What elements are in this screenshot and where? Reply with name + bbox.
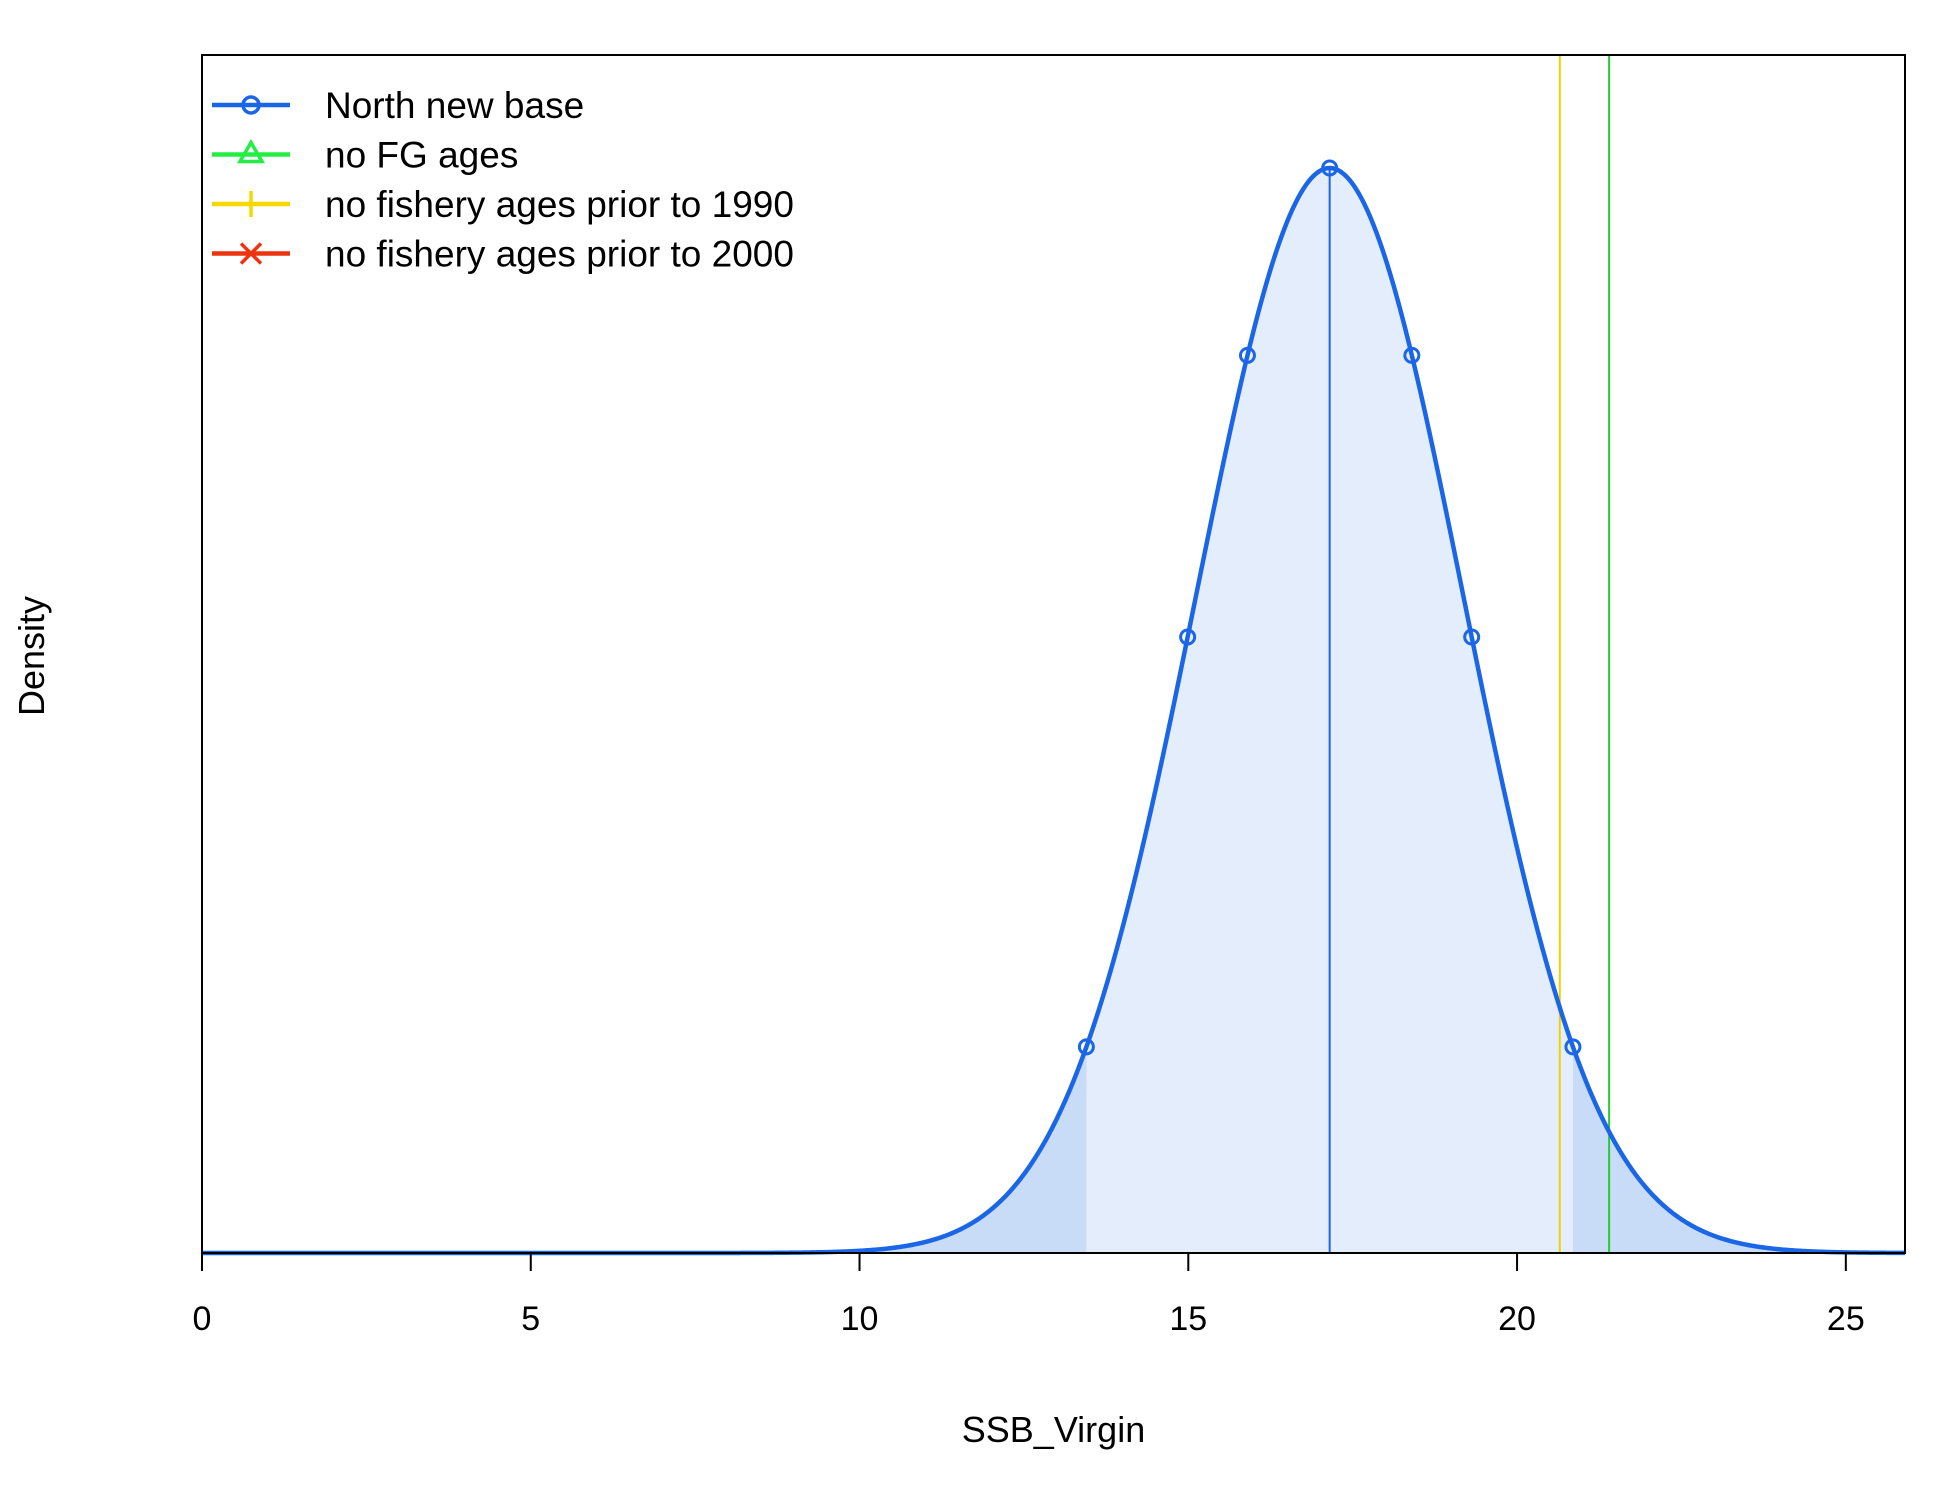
- x-axis-title: SSB_Virgin: [962, 1409, 1145, 1450]
- legend-label: no fishery ages prior to 1990: [325, 184, 794, 225]
- density-tail-fill: [202, 168, 1905, 1253]
- legend-label: no FG ages: [325, 135, 518, 176]
- density-marker: [1238, 346, 1256, 364]
- point-estimate-lines: [1328, 55, 1611, 1253]
- density-full-fill: [202, 168, 1905, 1253]
- density-marker: [1077, 1038, 1095, 1056]
- x-tick-label: 15: [1169, 1300, 1207, 1338]
- legend-item: no fishery ages prior to 1990: [212, 184, 794, 225]
- density-marker: [1179, 628, 1197, 646]
- density-curve-group: [202, 165, 1905, 1256]
- x-tick-label: 20: [1498, 1300, 1536, 1338]
- legend-item: North new base: [212, 85, 584, 126]
- density-marker: [1463, 628, 1481, 646]
- legend-item: no FG ages: [212, 135, 518, 176]
- x-tick-label: 5: [521, 1300, 540, 1338]
- x-tick-label: 25: [1827, 1300, 1865, 1338]
- legend-cross-icon: [239, 242, 263, 265]
- legend-circle-icon: [241, 95, 261, 115]
- density-markers: [1077, 159, 1582, 1056]
- density-curve: [202, 165, 1905, 1256]
- density-marker: [1403, 346, 1421, 364]
- legend-label: no fishery ages prior to 2000: [325, 234, 794, 275]
- legend-label: North new base: [325, 85, 584, 126]
- x-axis: 0 5 10 15 20 25: [193, 1252, 1865, 1338]
- legend-triangle-icon: [236, 139, 266, 164]
- y-axis-title: Density: [11, 596, 52, 716]
- legend: North new base no FG ages no fishery ages …: [212, 85, 794, 275]
- legend-item: no fishery ages prior to 2000: [212, 234, 794, 275]
- density-marker: [1321, 159, 1339, 177]
- x-tick-label: 0: [193, 1300, 212, 1338]
- density-marker: [1564, 1038, 1582, 1056]
- x-tick-label: 10: [841, 1300, 879, 1338]
